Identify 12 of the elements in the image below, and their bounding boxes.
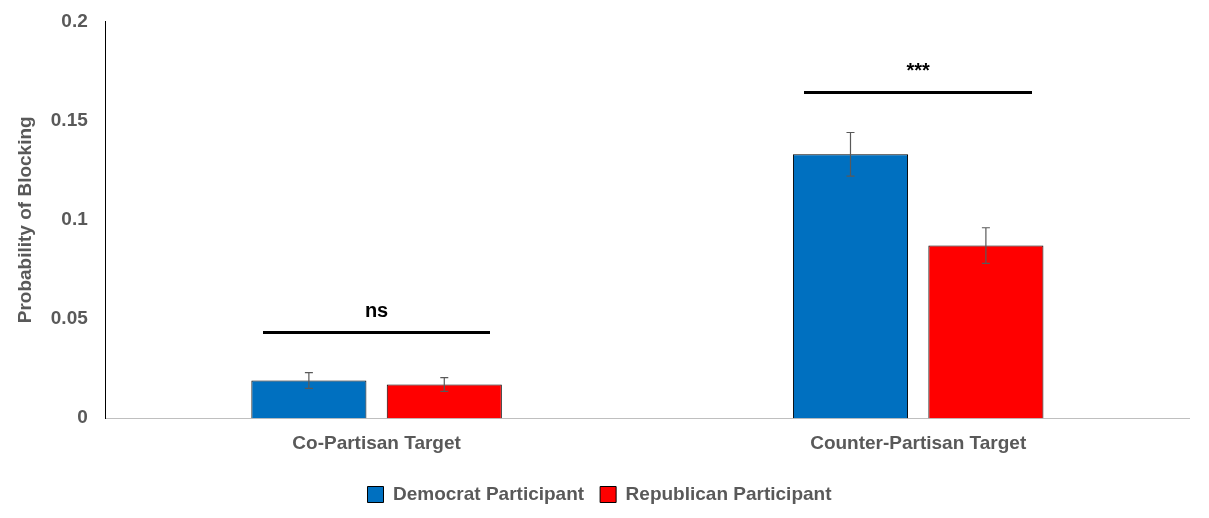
x-tick-label: Counter-Partisan Target — [810, 431, 1027, 453]
y-tick-label: 0.15 — [50, 108, 89, 130]
y-tick-label: 0 — [77, 406, 88, 428]
y-tick-label: 0.2 — [61, 9, 88, 31]
y-axis-title: Probability of Blocking — [13, 116, 35, 324]
y-tick-label: 0.05 — [50, 307, 89, 329]
legend-label: Democrat Participant — [393, 482, 585, 504]
y-tick-label: 0.1 — [61, 208, 89, 230]
annotation: ns — [363, 298, 390, 322]
annotation: *** — [905, 58, 931, 82]
x-tick-label: Co-Partisan Target — [292, 431, 462, 453]
legend-label: Republican Participant — [625, 482, 833, 504]
